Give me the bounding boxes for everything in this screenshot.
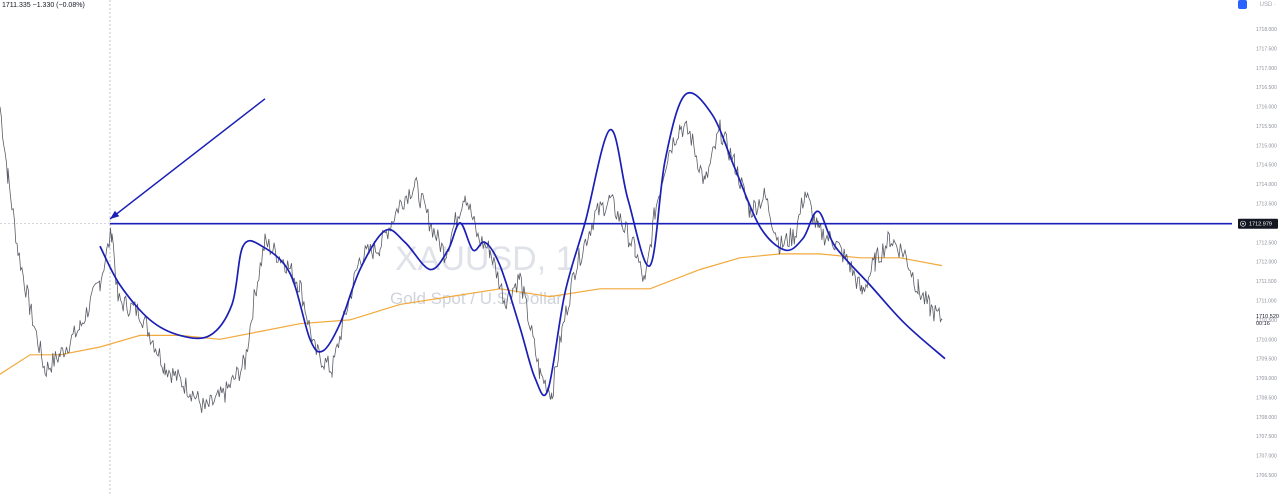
price-axis-tick: 1710.500: [1256, 318, 1277, 324]
price-axis-tick: 1712.500: [1256, 240, 1277, 246]
watermark-description: Gold Spot / U.S. Dollar: [390, 289, 562, 308]
price-axis-tick: 1717.000: [1256, 66, 1277, 72]
chart-watermark: XAUUSD, 1 Gold Spot / U.S. Dollar: [390, 240, 575, 308]
price-series-line: [0, 106, 943, 413]
price-axis-tick: 1718.000: [1256, 27, 1277, 33]
price-axis[interactable]: 1718.000 1717.500 1717.000 1716.500 1716.000…: [1256, 27, 1277, 479]
level-badge[interactable]: 1712.979: [1238, 218, 1278, 229]
price-axis-tick: 1711.000: [1256, 298, 1277, 304]
drawn-arrow[interactable]: [109, 98, 266, 220]
price-axis-tick: 1716.000: [1256, 105, 1277, 111]
price-axis-tick: 1712.000: [1256, 260, 1277, 266]
arrow-shaft: [109, 98, 266, 220]
moving-average-line: [0, 253, 943, 375]
arrow-head: [110, 210, 120, 220]
price-axis-tick: 1716.500: [1256, 85, 1277, 91]
price-axis-tick: 1711.500: [1256, 279, 1277, 285]
price-axis-tick: 1706.500: [1256, 473, 1277, 479]
hand-drawn-curve[interactable]: [99, 92, 946, 397]
settings-square-icon[interactable]: [1238, 0, 1247, 9]
target-icon: [1240, 220, 1246, 227]
price-axis-tick: 1713.500: [1256, 202, 1277, 208]
price-axis-tick: 1709.000: [1256, 376, 1277, 382]
price-axis-tick: 1715.500: [1256, 124, 1277, 130]
level-badge-label: 1712.979: [1249, 222, 1272, 228]
price-axis-tick: 1708.500: [1256, 395, 1277, 401]
price-axis-tick: 1707.000: [1256, 454, 1277, 460]
price-axis-tick: 1714.500: [1256, 163, 1277, 169]
bar-countdown: 00:16: [1256, 321, 1270, 327]
price-axis-tick: 1710.000: [1256, 337, 1277, 343]
level-badge-background: [1238, 218, 1278, 229]
last-price-label: 1710.520: [1256, 314, 1279, 320]
price-axis-tick: 1717.500: [1256, 46, 1277, 52]
price-axis-tick: 1709.500: [1256, 357, 1277, 363]
ohlc-summary: 1711.335 −1.330 (−0.08%): [2, 2, 85, 9]
price-axis-tick: 1707.500: [1256, 434, 1277, 440]
watermark-symbol: XAUUSD, 1: [395, 240, 575, 278]
price-axis-tick: 1708.000: [1256, 415, 1277, 421]
top-right-label: USD ·: [1259, 2, 1276, 8]
price-axis-tick: 1715.000: [1256, 143, 1277, 149]
price-axis-tick: 1714.000: [1256, 182, 1277, 188]
